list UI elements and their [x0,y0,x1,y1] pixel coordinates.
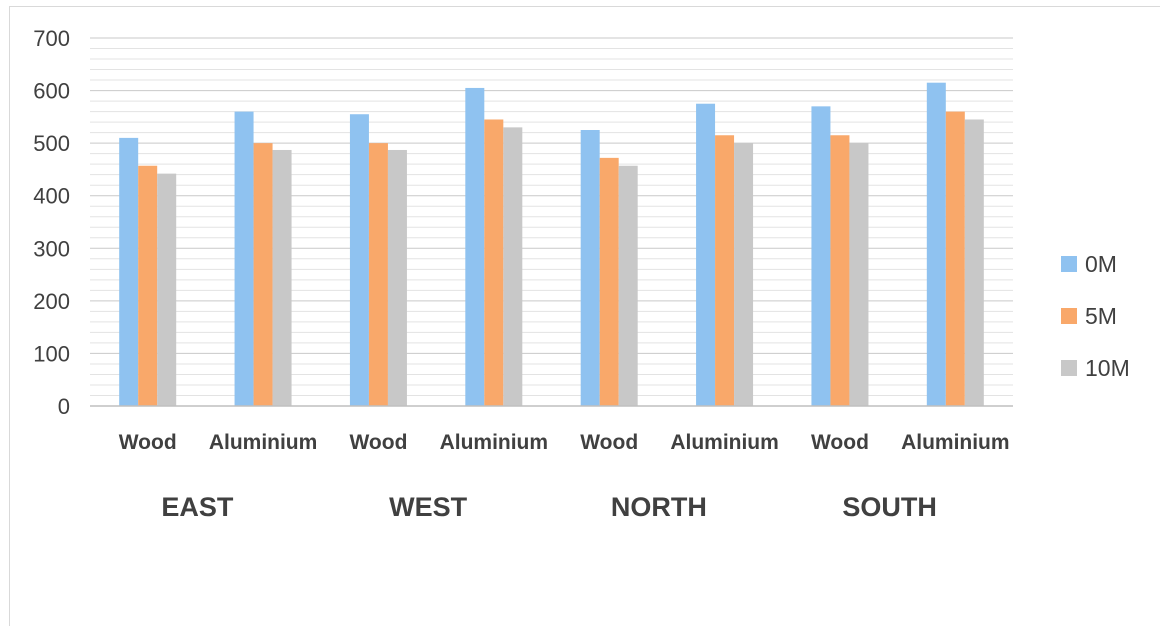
bar-10m [964,119,984,406]
bar-0m [580,130,600,406]
x-category-label: Wood [580,431,638,454]
bar-0m [119,137,139,406]
bar-5m [138,165,158,406]
bar-5m [830,135,850,406]
y-tick-label: 600 [33,79,70,104]
y-tick-label: 0 [58,394,70,419]
bar-5m [599,157,619,406]
x-category-label: Aluminium [440,431,549,454]
bar-0m [349,114,369,406]
bar-10m [387,149,407,406]
group-label: SOUTH [842,492,937,522]
bar-0m [465,87,485,406]
bar-10m [503,127,523,406]
legend-label-0m: 0M [1085,251,1117,277]
x-category-labels: Wood Aluminium Wood Aluminium Wood Aluminium W… [119,431,1010,454]
x-category-label: Aluminium [670,431,779,454]
bar-0m [696,103,716,406]
x-category-label: Aluminium [209,431,318,454]
bars [119,82,984,406]
legend-swatch-0m [1061,256,1077,272]
chart-frame [9,6,1160,626]
bar-0m [811,106,831,406]
bar-10m [157,173,177,406]
y-tick-label: 400 [33,184,70,209]
group-label: WEST [389,492,468,522]
bar-10m [849,143,869,406]
bar-0m [926,82,946,406]
bar-10m [272,149,292,406]
y-tick-label: 700 [33,26,70,51]
bar-0m [234,111,254,406]
x-category-label: Wood [119,431,177,454]
bar-5m [945,111,965,406]
x-category-label: Wood [811,431,869,454]
bar-5m [715,135,735,406]
y-tick-label: 500 [33,131,70,156]
legend-swatch-5m [1061,308,1077,324]
bar-10m [618,165,638,406]
y-tick-label: 100 [33,341,70,366]
bar-5m [484,119,504,406]
gridlines [90,37,1013,396]
legend-label-10m: 10M [1085,355,1130,381]
legend-label-5m: 5M [1085,303,1117,329]
bar-10m [734,143,754,406]
y-axis-ticks: 0 100 200 300 400 500 600 700 [33,26,70,419]
legend-swatch-10m [1061,360,1077,376]
legend: 0M 5M 10M [1061,251,1130,381]
y-tick-label: 200 [33,289,70,314]
y-tick-label: 300 [33,236,70,261]
x-category-label: Wood [349,431,407,454]
x-category-label: Aluminium [901,431,1010,454]
group-label: NORTH [611,492,707,522]
bar-5m [253,143,273,406]
bar-5m [368,143,388,406]
group-label: EAST [161,492,234,522]
group-labels: EAST WEST NORTH SOUTH [161,492,937,522]
